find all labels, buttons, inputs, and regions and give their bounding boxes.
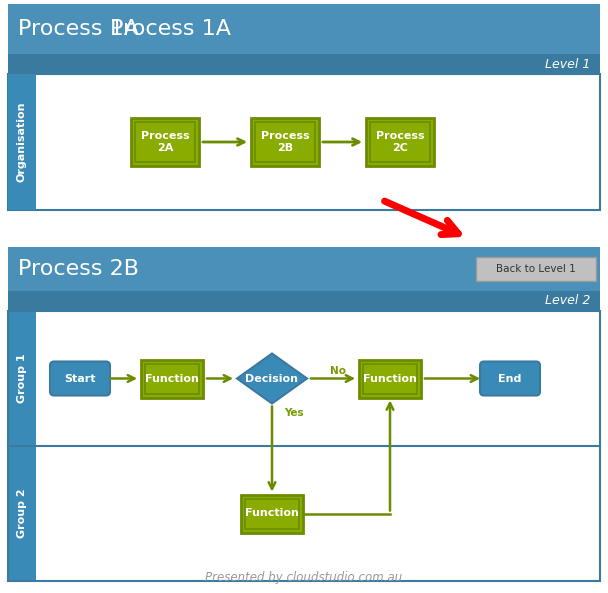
Text: Process 2B: Process 2B	[18, 259, 139, 279]
Bar	[8, 54, 600, 74]
Text: Function: Function	[145, 374, 199, 384]
Bar	[8, 446, 36, 581]
Bar	[36, 311, 600, 446]
Bar	[8, 74, 36, 210]
Bar	[245, 499, 299, 528]
Bar	[255, 122, 315, 162]
Bar	[476, 257, 596, 281]
Bar	[241, 495, 303, 533]
FancyBboxPatch shape	[50, 362, 110, 396]
Text: Process
2C: Process 2C	[376, 131, 424, 153]
Bar	[8, 311, 36, 446]
Bar	[8, 247, 600, 291]
Text: Presented by cloudstudio.com.au: Presented by cloudstudio.com.au	[206, 572, 402, 585]
Bar	[8, 4, 600, 54]
Text: Yes: Yes	[284, 409, 303, 419]
Text: Decision: Decision	[246, 374, 299, 384]
FancyBboxPatch shape	[480, 362, 540, 396]
Bar	[141, 359, 203, 397]
Bar	[36, 446, 600, 581]
Bar	[8, 311, 600, 581]
Text: Process
2B: Process 2B	[261, 131, 309, 153]
Text: Level 1: Level 1	[545, 58, 590, 71]
Bar	[145, 364, 199, 394]
Text: Function: Function	[245, 509, 299, 518]
Bar	[135, 122, 195, 162]
Bar	[8, 291, 600, 311]
Bar	[366, 118, 434, 166]
Bar	[36, 74, 600, 210]
Text: Start: Start	[64, 374, 95, 384]
Text: No: No	[330, 365, 346, 375]
Text: Group 1: Group 1	[17, 353, 27, 403]
Text: Organisation: Organisation	[17, 102, 27, 182]
Bar	[251, 118, 319, 166]
Polygon shape	[237, 353, 307, 403]
Bar	[359, 359, 421, 397]
Text: Process 1A: Process 1A	[110, 19, 231, 39]
Text: Level 2: Level 2	[545, 295, 590, 308]
Text: Group 2: Group 2	[17, 489, 27, 538]
Text: Back to Level 1: Back to Level 1	[496, 264, 576, 274]
Bar	[131, 118, 199, 166]
Text: Process
2A: Process 2A	[140, 131, 189, 153]
Bar	[370, 122, 430, 162]
Text: Function: Function	[363, 374, 417, 384]
Text: Process 1A: Process 1A	[18, 19, 139, 39]
Bar	[8, 74, 600, 210]
Text: End: End	[499, 374, 522, 384]
Bar	[363, 364, 417, 394]
